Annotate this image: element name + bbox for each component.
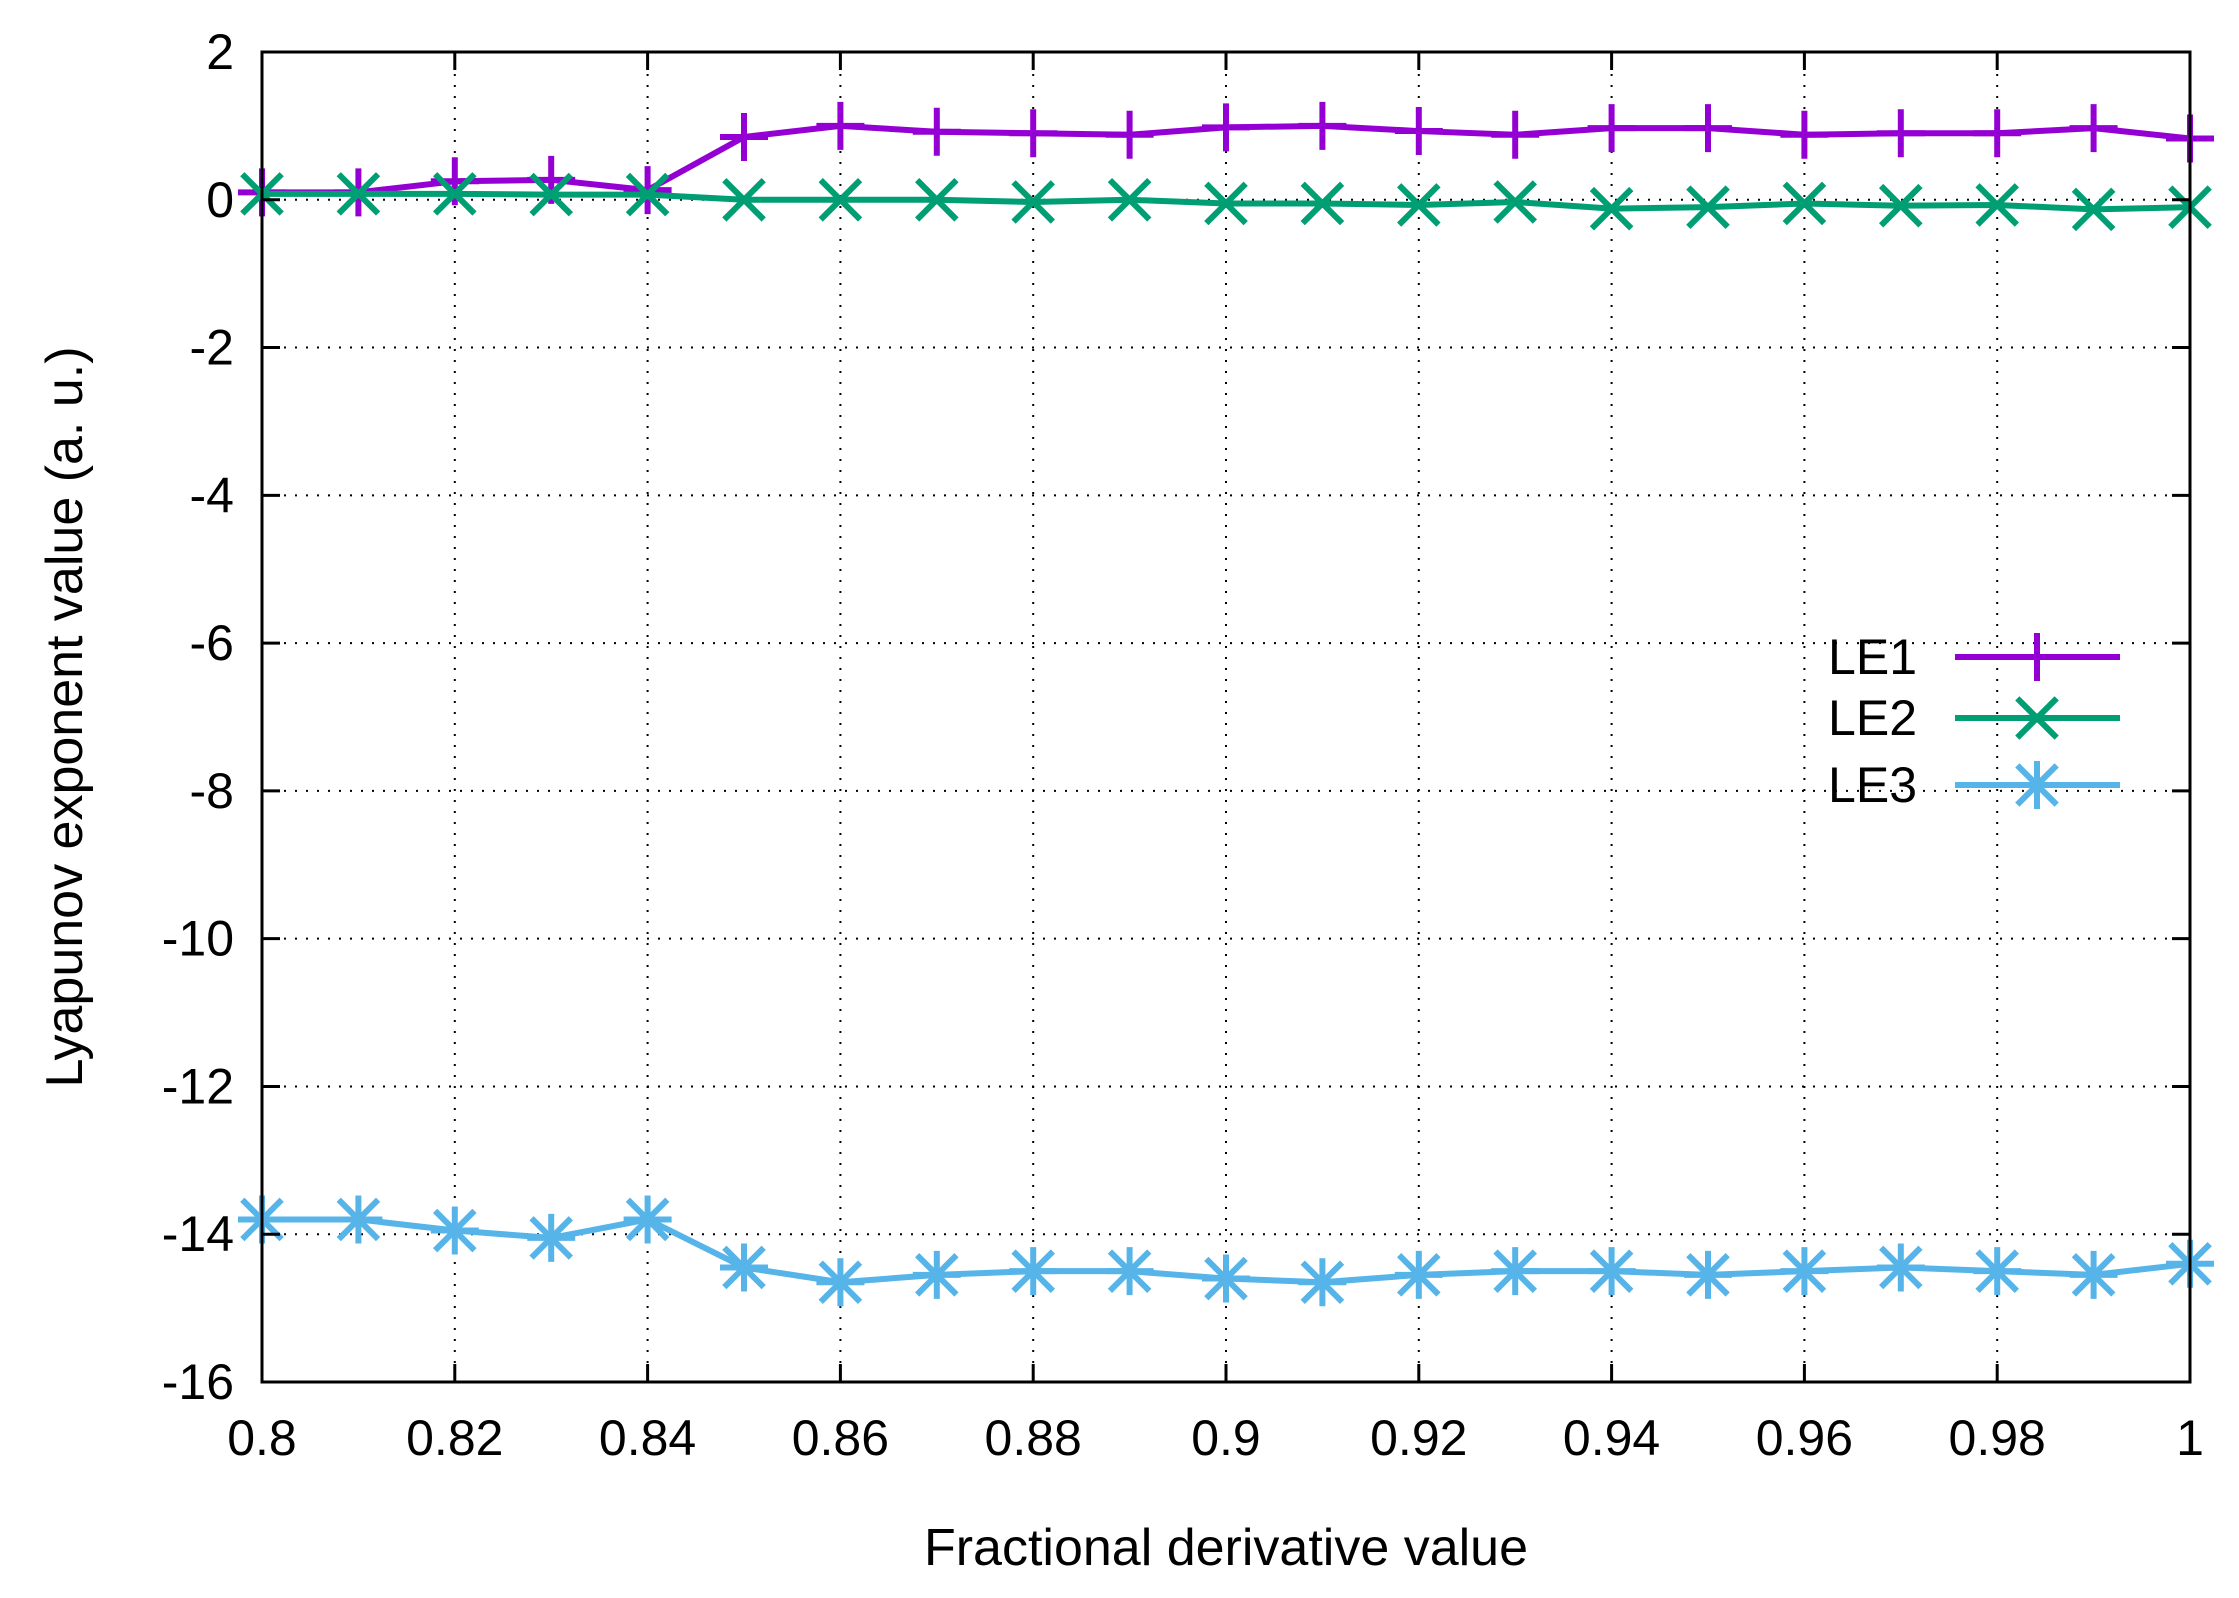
y-tick-label: -14 — [162, 1206, 234, 1262]
data-point-le2 — [1204, 181, 1248, 226]
data-point-le1 — [1684, 104, 1732, 153]
x-tick-label: 0.84 — [599, 1410, 696, 1466]
data-point-le1 — [1009, 109, 1058, 158]
y-axis-title: Lyapunov exponent value (a. u.) — [36, 346, 94, 1087]
y-tick-label: -4 — [190, 467, 234, 523]
x-tick-label: 0.86 — [792, 1410, 889, 1466]
data-point-le1 — [1202, 103, 1250, 152]
data-point-le1 — [1876, 109, 1925, 158]
data-point-le2 — [2071, 187, 2116, 232]
data-point-le1 — [720, 112, 768, 161]
x-tick-label: 0.9 — [1191, 1410, 1261, 1466]
y-tick-label: 2 — [206, 24, 234, 80]
x-tick-label: 0.92 — [1370, 1410, 1467, 1466]
data-point-le3 — [816, 1258, 865, 1307]
x-tick-label: 0.88 — [985, 1410, 1082, 1466]
legend-marker-le3 — [2013, 761, 2061, 809]
data-point-le3 — [430, 1206, 479, 1255]
data-point-le1 — [1105, 110, 1154, 159]
data-point-le2 — [529, 172, 574, 217]
data-point-le2 — [914, 177, 959, 222]
legend-label-le2: LE2 — [1828, 690, 1917, 746]
data-point-le3 — [1298, 1258, 1347, 1307]
data-point-le2 — [1396, 183, 1441, 227]
x-tick-label: 0.82 — [406, 1410, 503, 1466]
data-point-le3 — [623, 1195, 672, 1244]
legend-marker-le1 — [2013, 633, 2061, 681]
data-point-le2 — [432, 172, 477, 216]
data-point-le3 — [1009, 1247, 1058, 1296]
data-point-le1 — [1780, 110, 1829, 159]
legend-label-le3: LE3 — [1828, 757, 1917, 813]
y-tick-label: -6 — [190, 615, 234, 671]
x-tick-label: 0.94 — [1563, 1410, 1660, 1466]
data-point-le2 — [336, 172, 381, 216]
data-point-le2 — [1878, 183, 1923, 228]
series-le3 — [238, 1195, 2214, 1307]
data-point-le1 — [1587, 104, 1636, 153]
data-point-le3 — [720, 1243, 768, 1292]
data-point-le2 — [1589, 186, 1634, 231]
y-tick-label: -16 — [162, 1354, 234, 1410]
legend-marker-le2 — [2015, 696, 2059, 740]
x-tick-label: 1 — [2176, 1410, 2204, 1466]
data-point-le1 — [1394, 107, 1443, 156]
grid — [262, 52, 2190, 1382]
data-point-le1 — [1973, 109, 2022, 158]
data-point-le2 — [1686, 185, 1730, 229]
y-tick-label: -10 — [162, 911, 234, 967]
data-point-le1 — [816, 101, 865, 150]
data-point-le3 — [1876, 1243, 1925, 1292]
data-point-le3 — [1973, 1247, 2022, 1296]
data-point-le2 — [1011, 180, 1056, 224]
data-point-le2 — [625, 172, 670, 217]
data-point-le3 — [912, 1250, 961, 1299]
data-point-le2 — [818, 177, 863, 222]
data-point-le3 — [1684, 1250, 1732, 1299]
plot-series — [238, 101, 2214, 1307]
data-point-le3 — [527, 1213, 576, 1262]
data-point-le3 — [1394, 1250, 1443, 1299]
data-point-le3 — [1491, 1247, 1540, 1296]
data-point-le3 — [1587, 1247, 1636, 1296]
data-point-le1 — [1491, 110, 1540, 159]
legend-item-le1: LE1 — [1828, 629, 2120, 685]
x-tick-labels: 0.8 0.82 0.84 0.86 0.88 0.9 0.92 0.94 0.96 0.98 1 — [227, 1410, 2204, 1466]
x-axis-title: Fractional derivative value — [924, 1519, 1528, 1577]
data-point-le2 — [1975, 183, 2020, 227]
x-tick-label: 0.96 — [1756, 1410, 1853, 1466]
axis-ticks — [260, 50, 2192, 1384]
data-point-le2 — [1782, 181, 1827, 226]
data-point-le3 — [1780, 1247, 1829, 1296]
data-point-le2 — [1300, 181, 1345, 226]
data-point-le2 — [1107, 177, 1152, 222]
y-tick-label: -12 — [162, 1058, 234, 1114]
x-tick-label: 0.8 — [227, 1410, 297, 1466]
data-point-le1 — [2069, 104, 2118, 153]
data-point-le1 — [1298, 101, 1347, 150]
y-tick-labels: 2 0 -2 -4 -6 -8 -10 -12 -14 -16 — [162, 24, 234, 1410]
data-point-le3 — [1105, 1247, 1154, 1296]
series-le1 — [238, 101, 2214, 217]
y-tick-label: -2 — [190, 320, 234, 376]
series-le2 — [240, 172, 2212, 232]
data-point-le2 — [1493, 180, 1538, 224]
y-tick-label: -8 — [190, 763, 234, 819]
data-point-le1 — [912, 107, 961, 156]
x-tick-label: 0.98 — [1949, 1410, 2046, 1466]
data-point-le3 — [334, 1195, 383, 1244]
data-point-le3 — [1202, 1254, 1250, 1303]
data-point-le1 — [623, 166, 672, 215]
y-tick-label: 0 — [206, 172, 234, 228]
legend-label-le1: LE1 — [1828, 629, 1917, 685]
data-point-le3 — [2069, 1250, 2118, 1299]
legend-item-le2: LE2 — [1828, 690, 2120, 746]
data-point-le2 — [722, 177, 766, 222]
legend-item-le3: LE3 — [1828, 757, 2120, 813]
